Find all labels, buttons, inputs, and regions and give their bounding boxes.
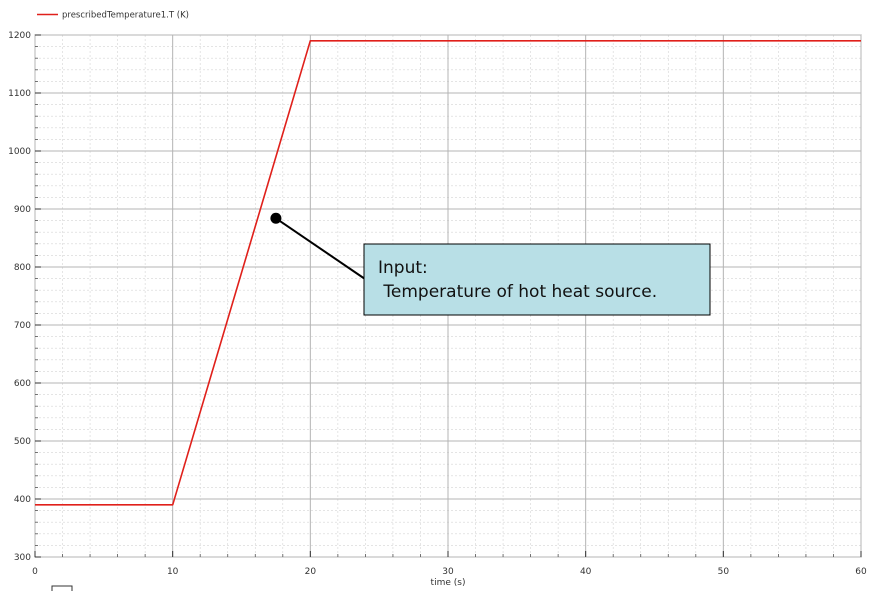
y-tick-label: 1200 [8,31,31,41]
callout-leader-line [275,217,366,280]
series-layer [35,39,861,506]
y-tick-label: 800 [14,263,31,273]
annotation-callout: Input: Temperature of hot heat source. [270,212,711,316]
series-line [35,39,861,506]
x-tick-label: 60 [855,567,867,577]
x-axis-ticks: 0 10 20 30 40 50 60 [32,551,867,577]
major-grid [34,34,862,558]
callout-line-2: Temperature of hot heat source. [378,282,657,302]
x-tick-label: 30 [442,567,454,577]
legend: prescribedTemperature1.T (K) [37,11,189,21]
x-tick-label: 50 [718,567,730,577]
y-tick-label: 700 [14,321,31,331]
y-tick-label: 1000 [8,147,31,157]
x-axis-label: time (s) [431,578,466,588]
legend-label: prescribedTemperature1.T (K) [62,11,189,21]
y-tick-label: 500 [14,437,31,447]
y-tick-label: 1100 [8,89,31,99]
y-tick-label: 900 [14,205,31,215]
y-tick-label: 600 [14,379,31,389]
y-axis-ticks: 300 400 500 600 700 800 900 1000 1100 1200 [8,31,41,563]
callout-point-marker [270,212,282,224]
y-tick-label: 400 [14,495,31,505]
y-tick-label: 300 [14,553,31,563]
plot-corner-widget[interactable] [51,585,73,591]
x-tick-label: 20 [305,567,317,577]
x-tick-label: 0 [32,567,38,577]
callout-line-1: Input: [378,258,428,278]
callout-box [363,243,711,316]
x-tick-label: 40 [580,567,592,577]
x-tick-label: 10 [167,567,179,577]
